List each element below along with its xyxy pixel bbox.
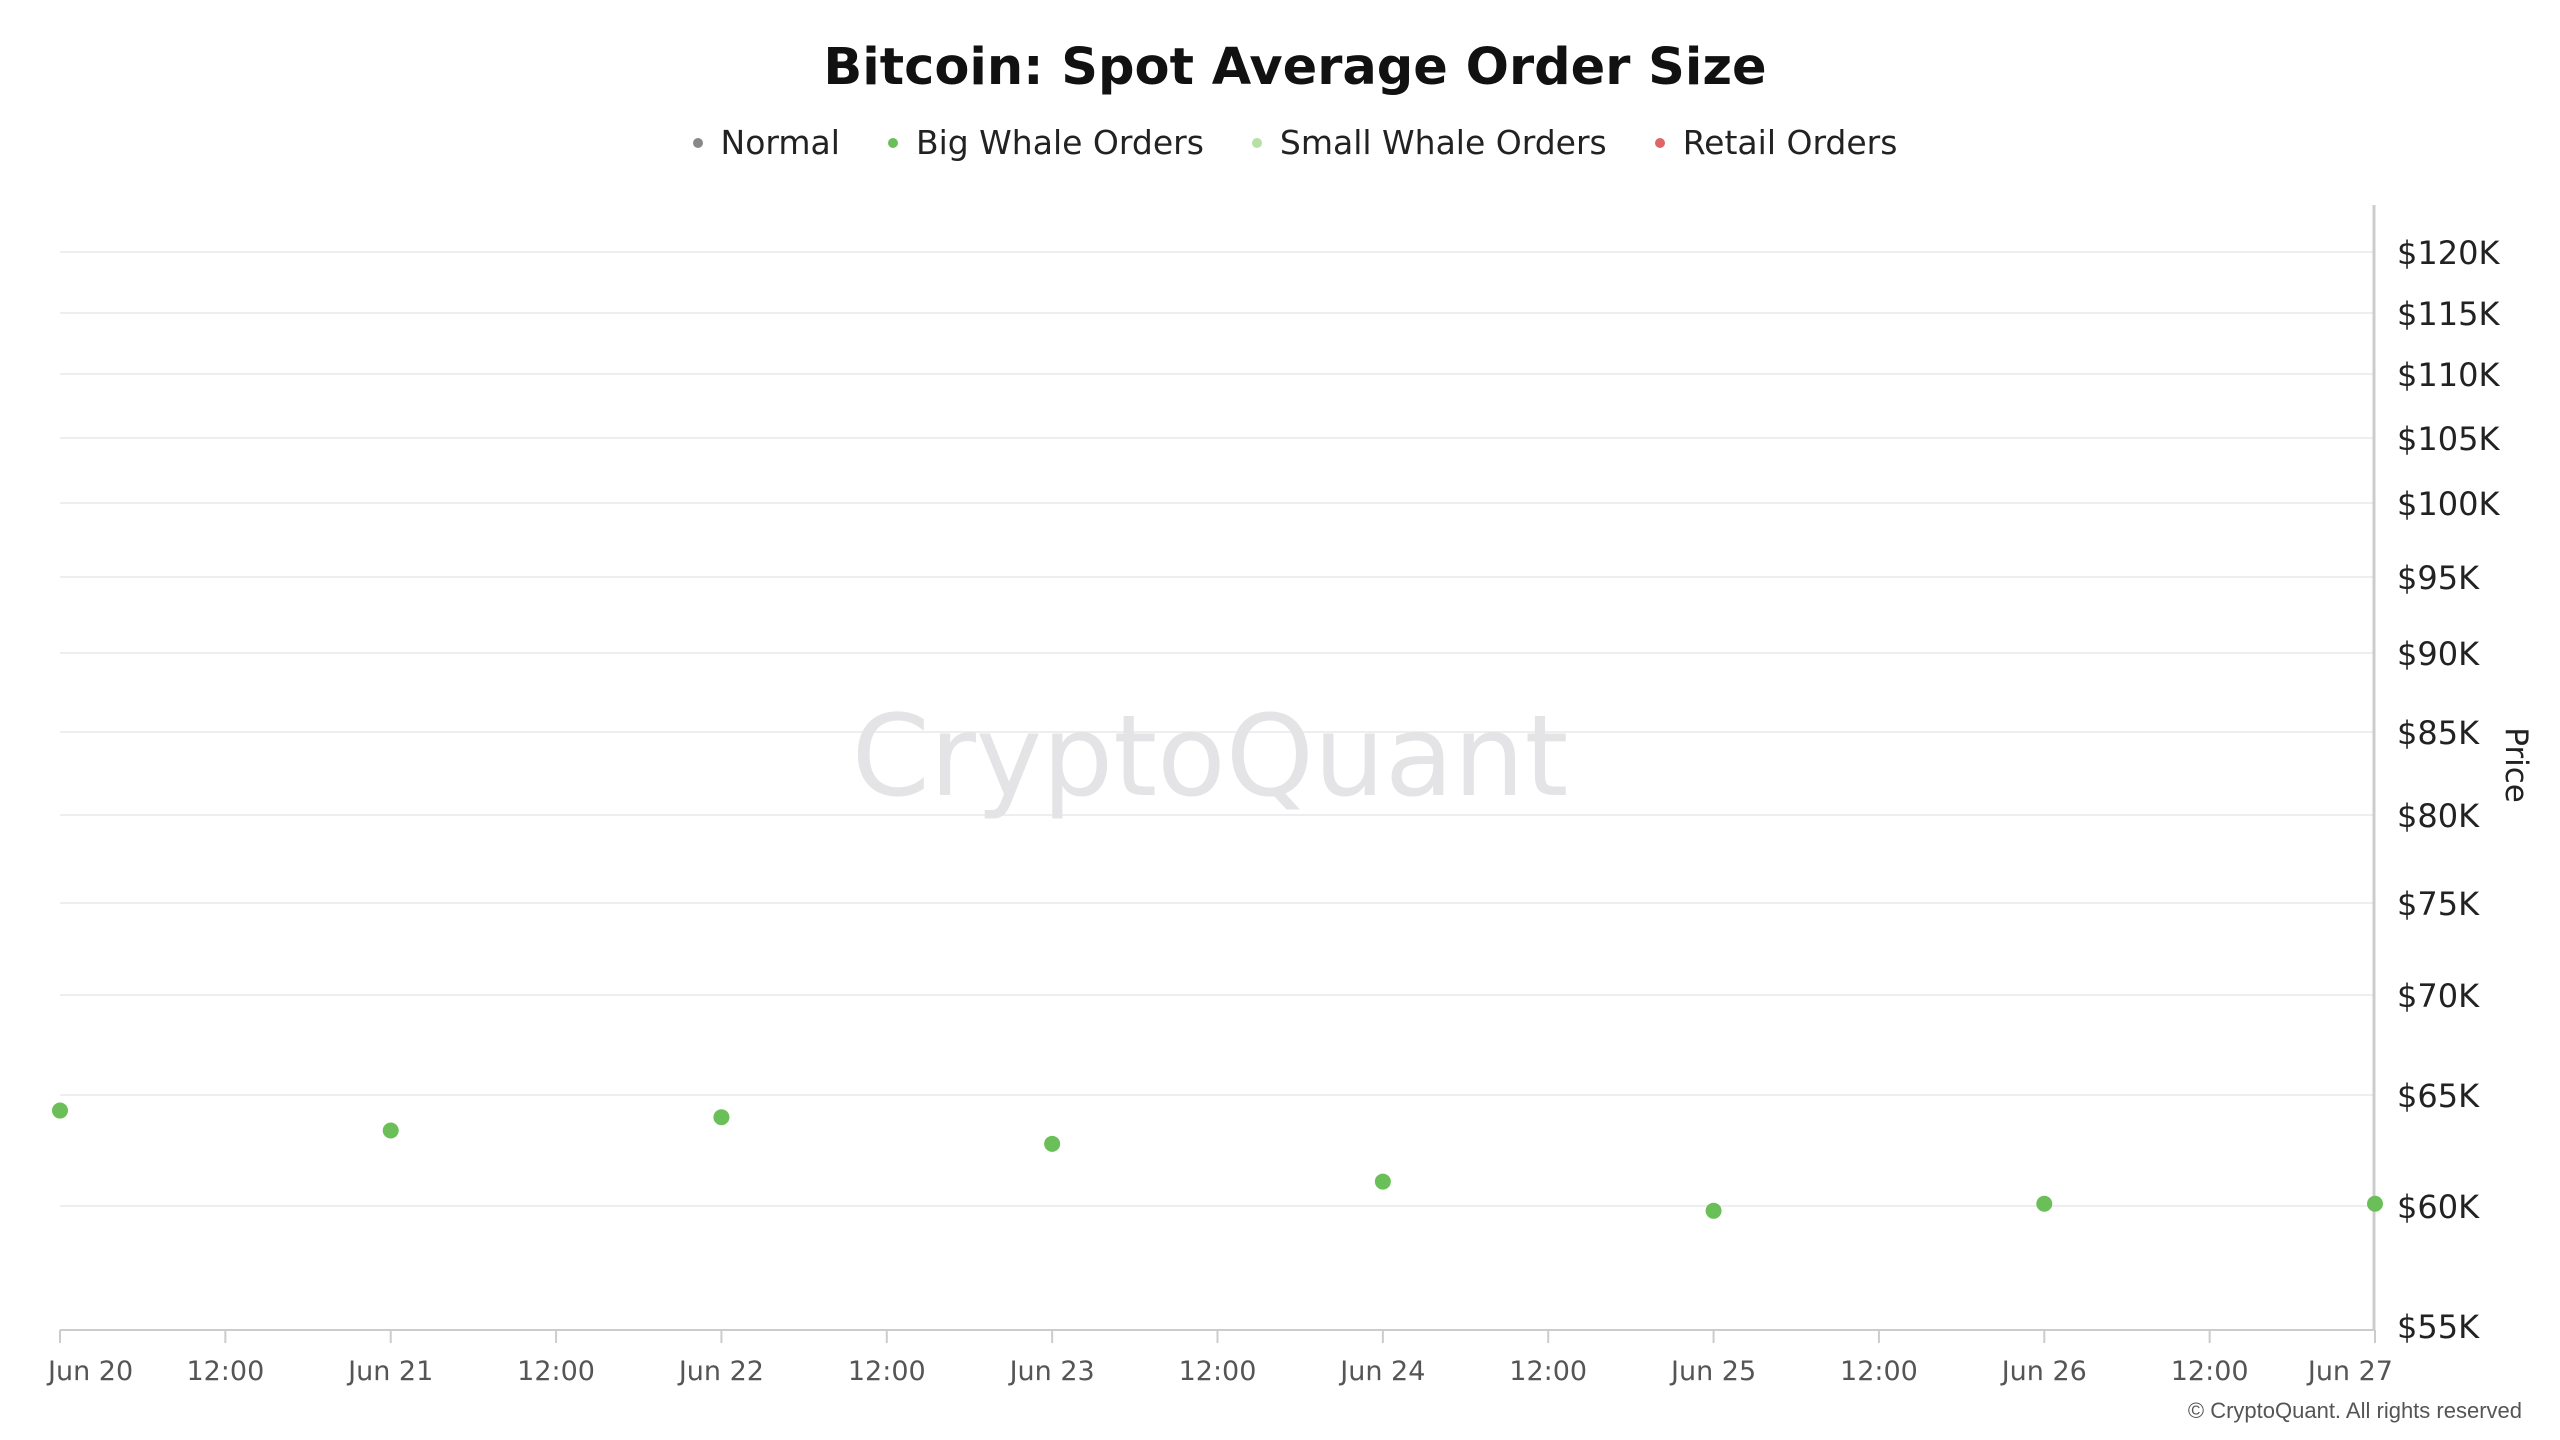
legend-marker (1251, 137, 1262, 148)
y-tick-label: $85K (2397, 714, 2480, 752)
y-axis-title: Price (2498, 727, 2534, 803)
y-tick-label: $65K (2397, 1077, 2480, 1115)
y-tick-label: $110K (2397, 356, 2500, 394)
chart-title: Bitcoin: Spot Average Order Size (823, 38, 1767, 97)
legend-label: Retail Orders (1682, 123, 1898, 162)
y-tick-label: $120K (2397, 234, 2500, 272)
x-tick-label: Jun 23 (1008, 1356, 1095, 1387)
x-tick-label: 12:00 (186, 1356, 264, 1387)
x-tick-label: 12:00 (2171, 1356, 2249, 1387)
copyright-footer: © CryptoQuant. All rights reserved (2187, 1398, 2522, 1423)
x-tick-label: Jun 22 (677, 1356, 764, 1387)
data-point (713, 1109, 730, 1126)
x-tick-label: Jun 24 (1338, 1356, 1425, 1387)
x-tick-label: Jun 21 (346, 1356, 433, 1387)
data-point (1374, 1173, 1391, 1190)
data-point (52, 1102, 68, 1119)
legend-item[interactable]: Normal (692, 123, 840, 162)
x-tick-label: Jun 20 (46, 1356, 133, 1387)
x-tick-label: 12:00 (1509, 1356, 1587, 1387)
y-tick-label: $75K (2397, 885, 2480, 923)
legend-marker (887, 137, 898, 148)
y-tick-label: $60K (2397, 1188, 2480, 1226)
y-tick-label: $90K (2397, 635, 2480, 673)
x-tick-label: Jun 26 (2000, 1356, 2087, 1387)
x-tick-label: 12:00 (517, 1356, 595, 1387)
y-tick-label: $55K (2397, 1308, 2480, 1346)
x-tick-label: Jun 27 (2306, 1356, 2393, 1387)
y-tick-label: $70K (2397, 977, 2480, 1015)
x-tick-label: Jun 25 (1669, 1356, 1756, 1387)
data-point (2036, 1195, 2053, 1212)
data-point (1044, 1135, 1061, 1152)
y-tick-label: $95K (2397, 559, 2480, 597)
legend-marker (1654, 137, 1665, 148)
y-tick-label: $115K (2397, 295, 2500, 333)
x-tick-label: 12:00 (1179, 1356, 1257, 1387)
legend-item[interactable]: Retail Orders (1654, 123, 1898, 162)
legend-label: Big Whale Orders (915, 123, 1204, 162)
y-tick-label: $80K (2397, 797, 2480, 835)
legend-label: Small Whale Orders (1279, 123, 1607, 162)
legend-item[interactable]: Small Whale Orders (1251, 123, 1607, 162)
x-tick-label: 12:00 (1840, 1356, 1918, 1387)
data-point (382, 1122, 399, 1139)
chart-legend: Normal Big Whale Orders Small Whale Orders… (0, 123, 2560, 162)
data-point (2367, 1195, 2383, 1212)
y-tick-label: $105K (2397, 420, 2500, 458)
legend-marker (692, 137, 703, 148)
legend-label: Normal (720, 123, 840, 162)
watermark-logo: CryptoQuant (852, 692, 1569, 822)
y-tick-label: $100K (2397, 485, 2500, 523)
x-tick-label: 12:00 (848, 1356, 926, 1387)
data-point (1705, 1202, 1722, 1219)
legend-item[interactable]: Big Whale Orders (887, 123, 1204, 162)
